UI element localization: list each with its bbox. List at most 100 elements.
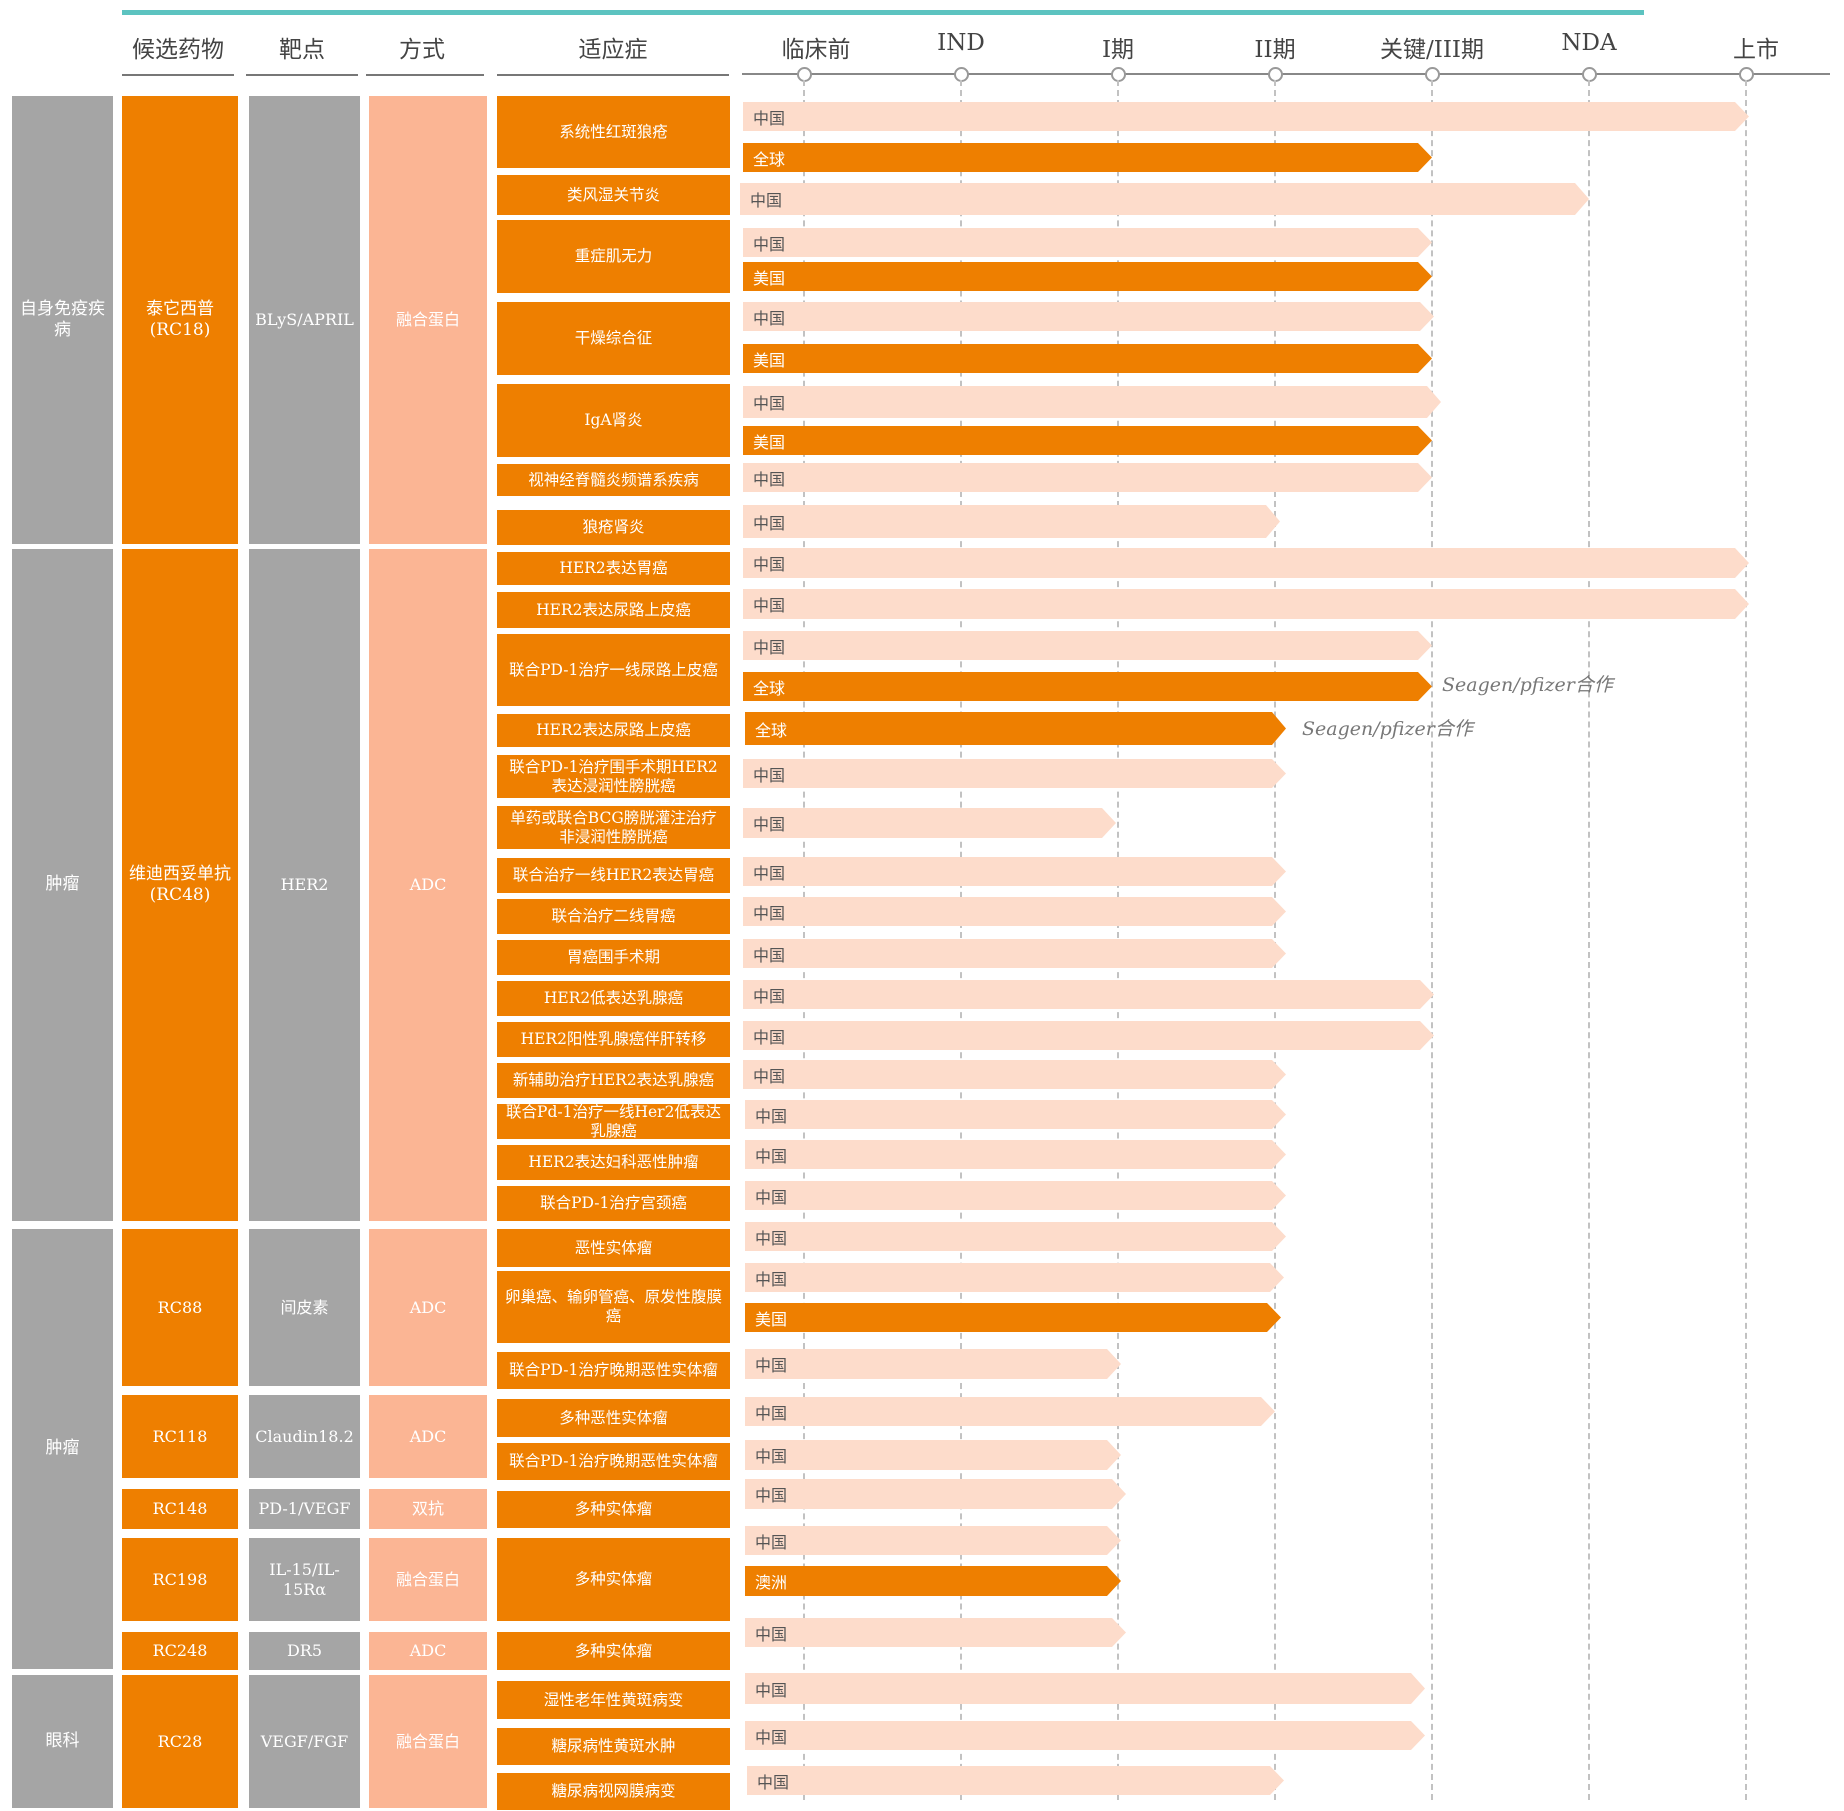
indication-label: 新辅助治疗HER2表达乳腺癌 [497,1063,730,1098]
indication-label: 联合PD-1治疗宫颈癌 [497,1186,730,1221]
partner-note: Seagen/pfizer合作 [1302,718,1473,740]
indication-label: 联合PD-1治疗一线尿路上皮癌 [497,634,730,706]
progress-bar-china: 中国 [743,589,1749,619]
drug-rc198: RC198 [122,1538,238,1621]
indication-label: HER2阳性乳腺癌伴肝转移 [497,1022,730,1057]
drug-rc28: RC28 [122,1675,238,1808]
progress-bar-china: 中国 [745,1526,1121,1555]
progress-bar-china: 中国 [740,183,1589,215]
progress-bar-overseas: 美国 [743,262,1432,291]
target-her2: HER2 [249,549,360,1221]
target-pd1-vegf: PD-1/VEGF [249,1489,360,1529]
progress-bar-china: 中国 [743,939,1286,968]
target-dr5: DR5 [249,1632,360,1670]
target-mesothelin: 间皮素 [249,1229,360,1386]
stage-label: 关键/III期 [1379,37,1485,63]
area-oncology: 肿瘤 [12,1229,113,1669]
stage-label: IND [937,30,985,56]
target-claudin18-2: Claudin18.2 [249,1395,360,1478]
indication-label: 糖尿病视网膜病变 [497,1773,730,1810]
indication-label: 多种实体瘤 [497,1632,730,1670]
indication-label: 联合Pd-1治疗一线Her2低表达乳腺癌 [497,1103,730,1140]
progress-bar-china: 中国 [745,1263,1284,1292]
progress-bar-china: 中国 [743,857,1286,886]
indication-label: 湿性老年性黄斑病变 [497,1681,730,1719]
mode-adc: ADC [369,1632,487,1670]
progress-bar-china: 中国 [745,1181,1286,1210]
drug-rc88: RC88 [122,1229,238,1386]
progress-bar-china: 中国 [743,548,1749,578]
indication-label: 干燥综合征 [497,302,730,375]
progress-bar-china: 中国 [743,102,1749,131]
progress-bar-china: 中国 [745,1397,1275,1426]
mode-bispecific: 双抗 [369,1489,487,1529]
progress-bar-china: 中国 [743,302,1434,331]
progress-bar-overseas: 全球 [745,712,1286,745]
progress-bar-china: 中国 [747,1766,1284,1795]
stage-label: 上市 [1733,37,1779,63]
drug-rc248: RC248 [122,1632,238,1670]
stage-label: 临床前 [781,37,851,63]
timeline-axis [742,73,1830,75]
indication-label: HER2表达妇科恶性肿瘤 [497,1145,730,1180]
indication-label: 联合治疗一线HER2表达胃癌 [497,858,730,893]
indication-label: 重症肌无力 [497,220,730,293]
target-blys-april: BLyS/APRIL [249,96,360,544]
progress-bar-china: 中国 [743,228,1432,257]
indication-label: 多种实体瘤 [497,1491,730,1528]
stage-gridline [1745,80,1747,1800]
indication-label: 狼疮肾炎 [497,510,730,545]
indication-label: 多种恶性实体瘤 [497,1399,730,1437]
stage-label: I期 [1101,37,1135,63]
progress-bar-overseas: 美国 [745,1303,1281,1332]
stage-label: NDA [1561,30,1617,56]
indication-label: 糖尿病性黄斑水肿 [497,1728,730,1765]
header-underline [366,74,484,76]
progress-bar-china: 中国 [745,1440,1121,1470]
progress-bar-china: 中国 [743,386,1441,418]
progress-bar-china: 中国 [745,1618,1126,1647]
indication-label: 系统性红斑狼疮 [497,96,730,168]
progress-bar-china: 中国 [743,505,1280,538]
mode-fusion-protein: 融合蛋白 [369,1538,487,1621]
mode-fusion-protein: 融合蛋白 [369,1675,487,1808]
progress-bar-china: 中国 [745,1721,1425,1750]
progress-bar-china: 中国 [743,1060,1286,1089]
indication-label: 联合PD-1治疗晚期恶性实体瘤 [497,1352,730,1389]
indication-label: 联合治疗二线胃癌 [497,899,730,934]
drug-rc18: 泰它西普 (RC18) [122,96,238,544]
progress-bar-china: 中国 [743,759,1286,788]
area-autoimmune: 自身免疫疾病 [12,96,113,544]
progress-bar-china: 中国 [743,808,1116,838]
header-underline [497,74,729,76]
mode-fusion-protein: 融合蛋白 [369,96,487,544]
progress-bar-china: 中国 [745,1140,1286,1169]
area-ophthalmology: 眼科 [12,1675,113,1808]
target-vegf-fgf: VEGF/FGF [249,1675,360,1808]
progress-bar-china: 中国 [743,897,1286,926]
header-target: 靶点 [279,37,325,63]
indication-label: 联合PD-1治疗围手术期HER2表达浸润性膀胱癌 [497,755,730,798]
indication-label: 恶性实体瘤 [497,1229,730,1267]
target-il15: IL-15/IL-15Rα [249,1538,360,1621]
header-underline [122,74,234,76]
indication-label: 视神经脊髓炎频谱系疾病 [497,464,730,496]
indication-label: HER2表达尿路上皮癌 [497,592,730,628]
mode-adc: ADC [369,1395,487,1478]
header-underline [246,74,358,76]
indication-label: 联合PD-1治疗晚期恶性实体瘤 [497,1443,730,1480]
indication-label: 多种实体瘤 [497,1538,730,1621]
progress-bar-china: 中国 [743,463,1432,492]
stage-gridline [1431,80,1433,1800]
mode-adc: ADC [369,1229,487,1386]
progress-bar-china: 中国 [743,980,1434,1009]
indication-label: HER2表达尿路上皮癌 [497,714,730,747]
indication-label: 卵巢癌、输卵管癌、原发性腹膜癌 [497,1271,730,1343]
progress-bar-china: 中国 [745,1349,1121,1379]
header-candidate: 候选药物 [132,37,224,63]
stage-gridline [1274,80,1276,1800]
progress-bar-china: 中国 [745,1673,1425,1704]
drug-rc48: 维迪西妥单抗 (RC48) [122,549,238,1221]
indication-label: IgA肾炎 [497,384,730,457]
